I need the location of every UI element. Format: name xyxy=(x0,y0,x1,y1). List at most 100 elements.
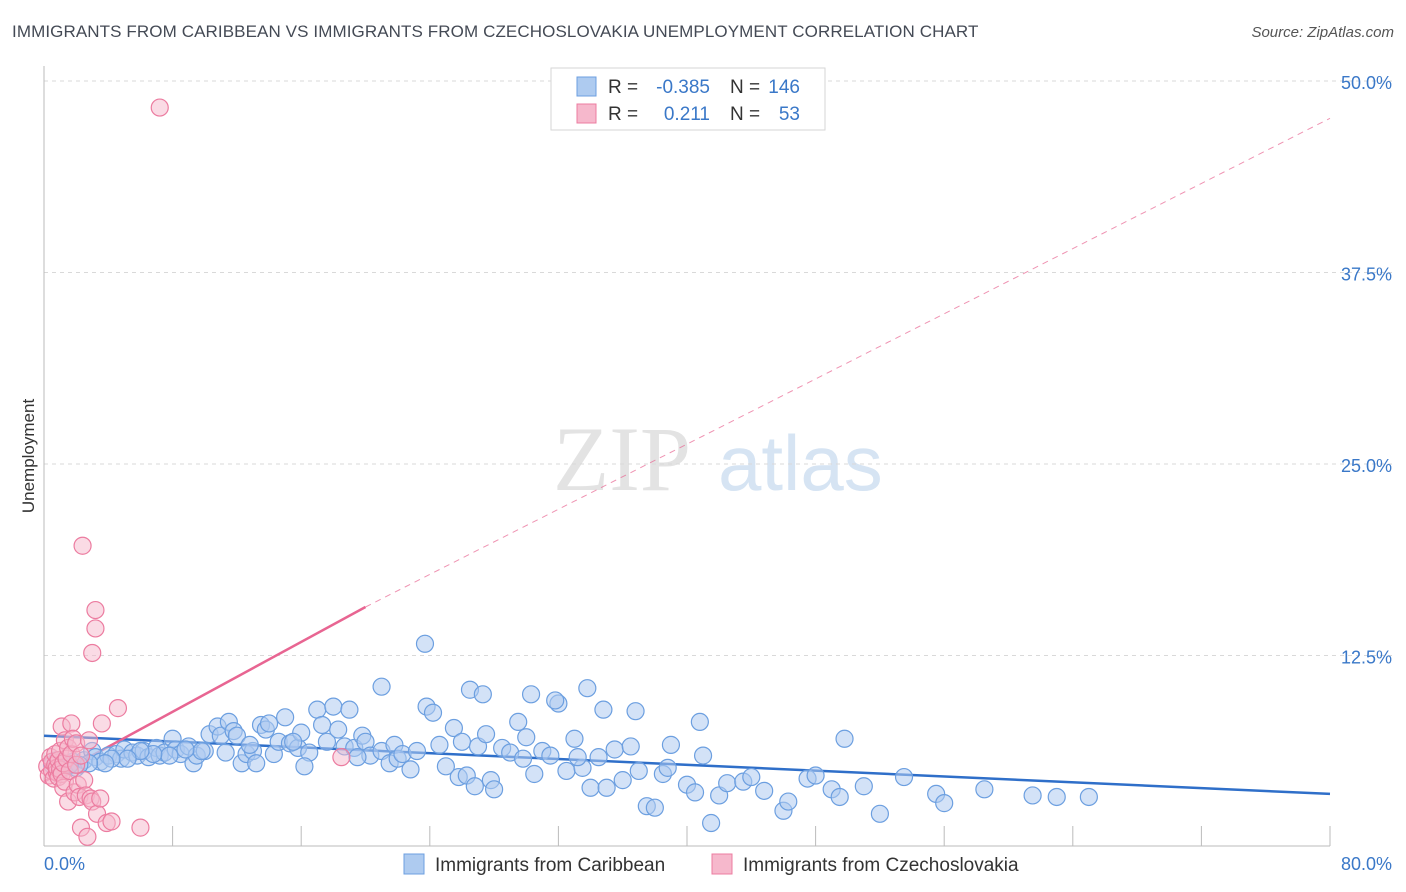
point-caribbean xyxy=(568,748,587,767)
point-caribbean xyxy=(806,766,825,785)
point-caribbean xyxy=(329,720,348,739)
point-caribbean xyxy=(578,679,597,698)
point-caribbean xyxy=(176,740,195,759)
series-caribbean-points xyxy=(42,634,1098,833)
point-caribbean xyxy=(1023,786,1042,805)
source-label: Source: ZipAtlas.com xyxy=(1251,24,1394,41)
point-czechoslovakia xyxy=(71,746,91,765)
series-czechoslovakia-points xyxy=(38,98,351,846)
point-caribbean xyxy=(423,703,443,722)
point-caribbean xyxy=(1079,787,1098,807)
point-caribbean xyxy=(340,700,359,719)
point-caribbean xyxy=(525,764,544,784)
point-caribbean xyxy=(658,758,677,777)
point-caribbean xyxy=(95,754,115,773)
point-caribbean xyxy=(830,787,849,807)
point-caribbean xyxy=(192,741,211,761)
x-tick-label-max: 80.0% xyxy=(1341,854,1392,874)
point-caribbean xyxy=(312,715,332,735)
stats-n-value-2: 53 xyxy=(779,104,800,125)
point-czechoslovakia xyxy=(83,643,102,663)
point-caribbean xyxy=(372,677,391,696)
point-czechoslovakia xyxy=(73,536,92,555)
point-czechoslovakia xyxy=(86,619,105,638)
point-caribbean xyxy=(240,735,259,754)
watermark-atlas: atlas xyxy=(718,419,883,507)
point-caribbean xyxy=(557,761,576,781)
point-czechoslovakia xyxy=(332,748,351,767)
point-caribbean xyxy=(702,813,721,833)
point-caribbean xyxy=(1047,787,1066,807)
point-caribbean xyxy=(284,732,303,751)
point-caribbean xyxy=(444,718,464,738)
stats-r-value-1: -0.385 xyxy=(656,77,710,98)
point-caribbean xyxy=(693,746,713,765)
y-tick-label: 37.5% xyxy=(1341,265,1392,285)
point-caribbean xyxy=(465,777,484,796)
stats-n-label-1: N = xyxy=(730,77,760,98)
point-czechoslovakia xyxy=(131,818,150,837)
point-czechoslovakia xyxy=(150,98,169,117)
point-czechoslovakia xyxy=(62,714,81,733)
point-czechoslovakia xyxy=(102,812,121,831)
chart-title: IMMIGRANTS FROM CARIBBEAN VS IMMIGRANTS … xyxy=(12,22,979,41)
point-caribbean xyxy=(407,741,427,761)
point-caribbean xyxy=(742,767,761,787)
stats-r-label-2: R = xyxy=(608,104,638,125)
grid-layer xyxy=(43,80,1392,846)
point-caribbean xyxy=(661,735,681,754)
legend-label-czechoslovakia: Immigrants from Czechoslovakia xyxy=(743,855,1019,876)
point-caribbean xyxy=(485,780,504,799)
point-caribbean xyxy=(476,725,496,744)
point-caribbean xyxy=(509,712,528,732)
stats-r-label-1: R = xyxy=(608,77,638,98)
point-caribbean xyxy=(755,781,774,800)
point-caribbean xyxy=(276,708,295,727)
point-caribbean xyxy=(613,771,632,790)
series-legend: Immigrants from Caribbean Immigrants fro… xyxy=(403,853,1019,876)
point-caribbean xyxy=(779,792,798,811)
point-caribbean xyxy=(645,798,664,817)
point-caribbean xyxy=(835,729,854,748)
point-caribbean xyxy=(870,804,890,823)
stats-legend: R = -0.385 N = 146 R = 0.211 N = 53 xyxy=(550,67,826,131)
point-caribbean xyxy=(597,778,616,797)
point-caribbean xyxy=(589,748,608,767)
point-caribbean xyxy=(473,685,492,704)
watermark-zip: ZIP xyxy=(553,408,691,510)
stats-legend-swatch-pink xyxy=(576,103,597,124)
y-axis-title: Unemployment xyxy=(19,399,38,514)
point-caribbean xyxy=(295,757,314,776)
point-caribbean xyxy=(348,748,367,767)
stats-n-label-2: N = xyxy=(730,104,760,125)
legend-swatch-caribbean xyxy=(403,853,425,875)
point-czechoslovakia xyxy=(75,771,94,790)
point-czechoslovakia xyxy=(79,731,99,750)
point-caribbean xyxy=(975,780,994,799)
point-caribbean xyxy=(247,754,266,773)
point-caribbean xyxy=(605,740,624,759)
stats-r-value-2: 0.211 xyxy=(664,104,710,125)
trendline-czechoslovakia-extrapolated xyxy=(365,117,1331,608)
point-caribbean xyxy=(415,634,435,653)
legend-swatch-czechoslovakia xyxy=(711,853,733,875)
point-czechoslovakia xyxy=(92,714,111,733)
point-caribbean xyxy=(401,760,420,779)
point-caribbean xyxy=(626,702,645,721)
point-caribbean xyxy=(227,726,246,745)
point-caribbean xyxy=(521,685,541,704)
point-caribbean xyxy=(513,749,533,768)
point-caribbean xyxy=(430,735,449,754)
point-caribbean xyxy=(259,714,279,733)
point-caribbean xyxy=(452,732,472,751)
point-caribbean xyxy=(436,757,455,776)
point-caribbean xyxy=(216,743,235,762)
stats-legend-swatch-blue xyxy=(576,76,597,97)
point-caribbean xyxy=(718,774,737,793)
tick-labels: 12.5% 25.0% 37.5% 50.0% 0.0% 80.0% xyxy=(44,73,1392,874)
point-caribbean xyxy=(541,746,560,765)
point-czechoslovakia xyxy=(91,789,110,808)
stats-n-value-1: 146 xyxy=(768,77,800,98)
point-caribbean xyxy=(690,712,709,732)
